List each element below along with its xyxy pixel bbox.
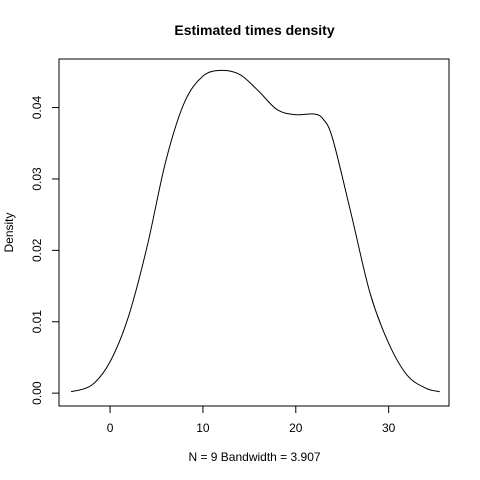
y-tick-label: 0.02 <box>30 238 44 262</box>
y-tick-label: 0.04 <box>30 96 44 120</box>
density-curve <box>70 69 440 393</box>
x-tick-label: 20 <box>289 421 303 435</box>
x-tick-label: 10 <box>196 421 210 435</box>
y-tick-label: 0.00 <box>30 381 44 405</box>
chart-title: Estimated times density <box>174 22 334 38</box>
y-tick-label: 0.01 <box>30 310 44 334</box>
x-axis-label: N = 9 Bandwidth = 3.907 <box>188 450 320 464</box>
x-axis: 0 10 20 30 <box>107 405 396 435</box>
x-tick-label: 0 <box>107 421 114 435</box>
y-tick-label: 0.03 <box>30 167 44 191</box>
plot-frame <box>58 58 450 407</box>
y-axis-label: Density <box>2 212 16 252</box>
y-axis: 0.00 0.01 0.02 0.03 0.04 <box>30 96 60 405</box>
x-tick-label: 30 <box>382 421 396 435</box>
